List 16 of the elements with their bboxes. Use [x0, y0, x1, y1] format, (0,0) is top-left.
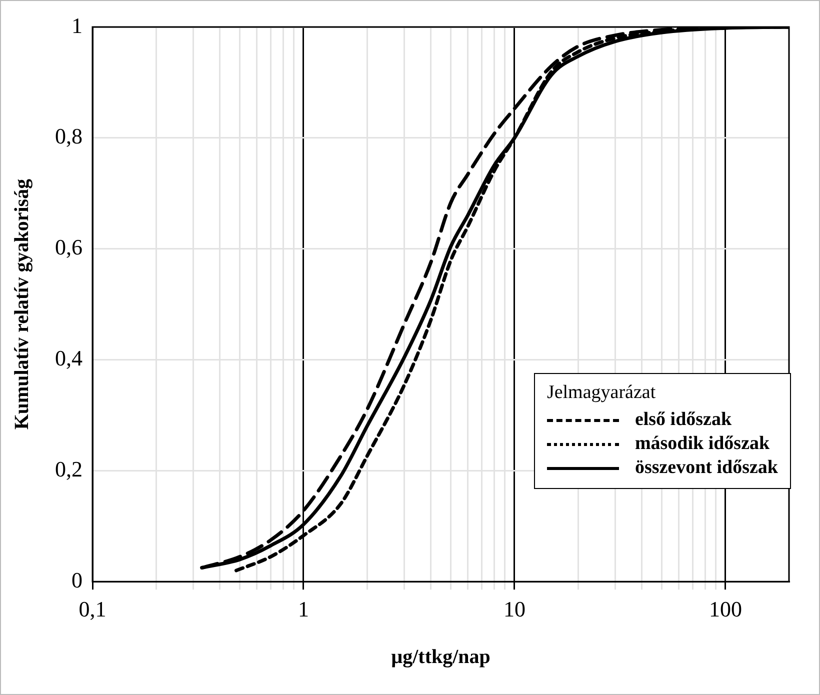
x-tick-label: 100 [708, 596, 742, 622]
y-tick-label: 0,4 [55, 346, 82, 371]
y-tick-label: 0,2 [55, 456, 82, 482]
y-tick-label: 0,6 [55, 234, 82, 260]
x-tick-label: 10 [503, 596, 526, 622]
legend-label: összevont időszak [634, 457, 778, 479]
x-axis-title: µg/ttkg/nap [391, 646, 490, 668]
y-axis-title: Kumulatív relatív gyakoriság [11, 178, 34, 430]
x-tick-label: 0,1 [78, 596, 106, 622]
legend-title: Jelmagyarázat [546, 382, 657, 404]
x-tick-label: 1 [298, 596, 309, 622]
y-tick-label: 0 [72, 567, 82, 592]
y-tick-label: 0,8 [55, 124, 82, 149]
legend-label: első időszak [634, 409, 732, 431]
y-tick-label: 1 [72, 12, 82, 38]
legend-label: második időszak [634, 433, 770, 455]
